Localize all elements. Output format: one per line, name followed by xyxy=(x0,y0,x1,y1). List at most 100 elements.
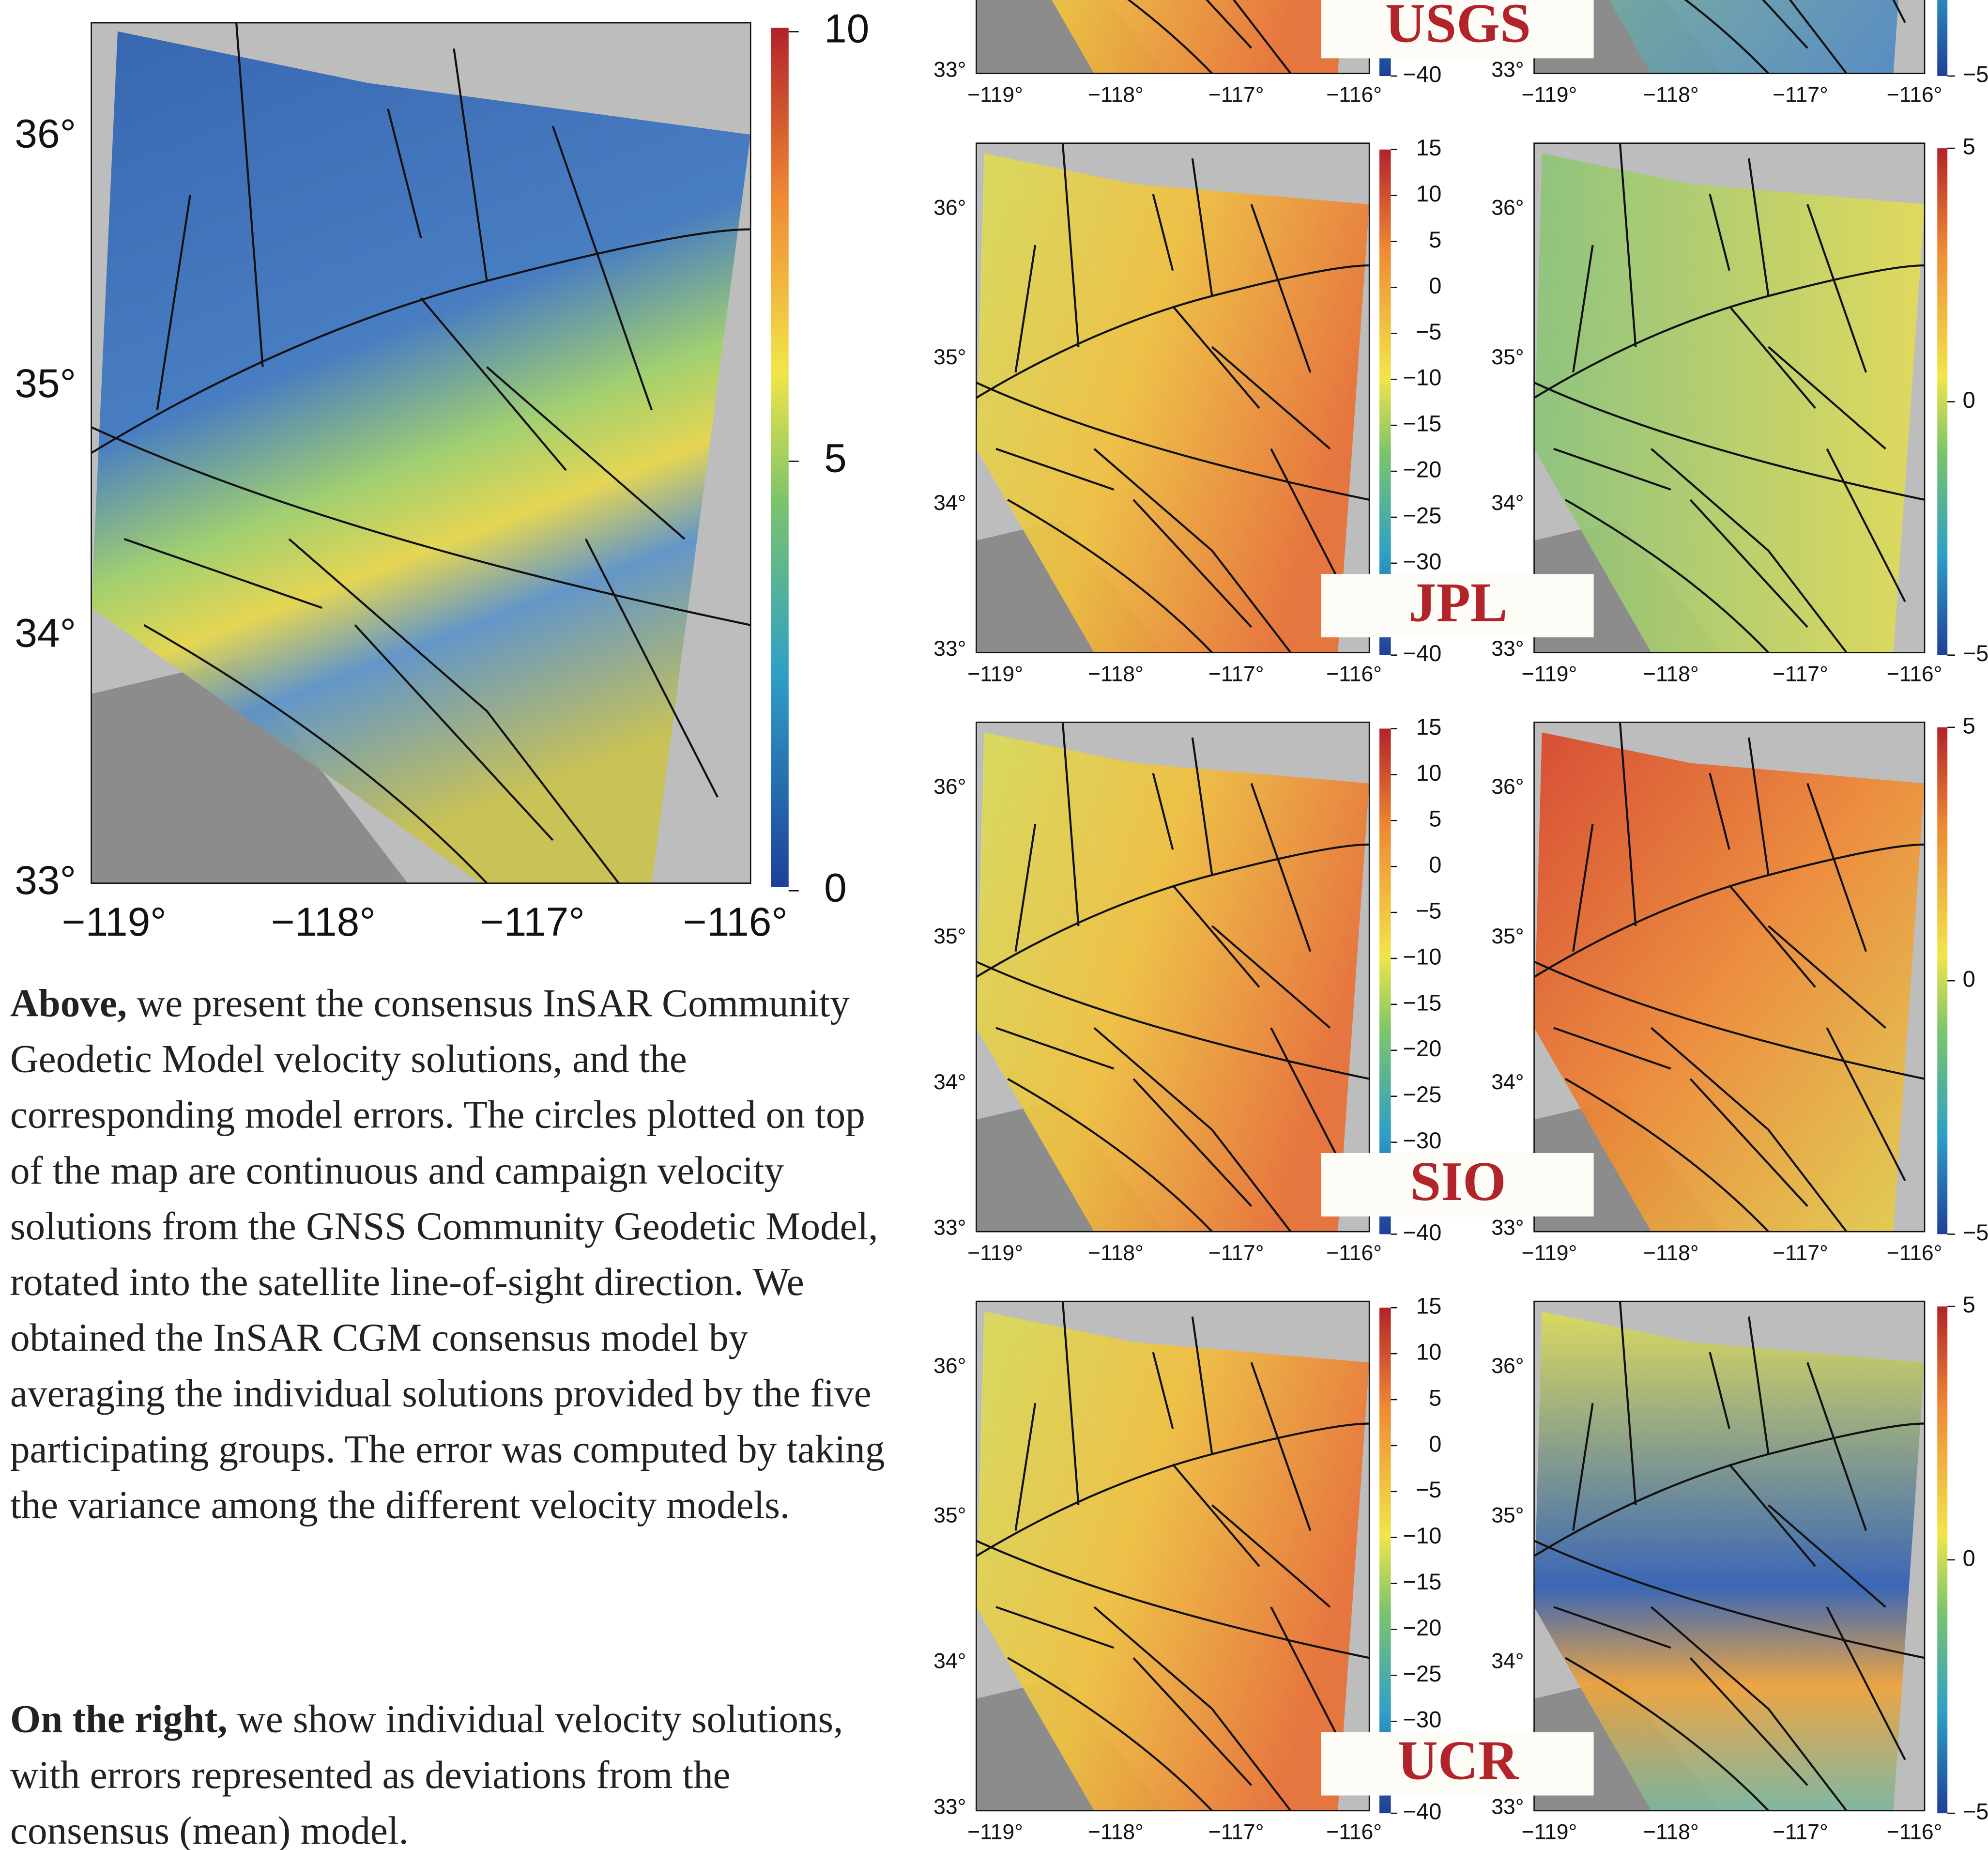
x-tick-label: −118° xyxy=(1088,1820,1144,1844)
colorbar-label: 0 xyxy=(1963,966,1975,992)
y-tick-label: 36° xyxy=(933,1354,966,1378)
x-tick-label: −116° xyxy=(1887,83,1942,107)
paragraph-lead: On the right, xyxy=(10,1696,228,1741)
colorbar-label: 15 xyxy=(1416,135,1441,160)
y-tick-label: 34° xyxy=(1491,491,1524,515)
y-tick-label: 34° xyxy=(1491,1070,1524,1094)
x-tick-label: −117° xyxy=(1208,1241,1264,1265)
x-tick-label: −117° xyxy=(1773,662,1828,686)
colorbar xyxy=(1937,727,1947,1234)
colorbar-label: −20 xyxy=(1403,457,1441,482)
x-tick-label: −116° xyxy=(1887,1820,1942,1844)
colorbar xyxy=(771,28,789,887)
y-tick-label: 35° xyxy=(1491,925,1524,948)
colorbar-label: −5 xyxy=(1963,640,1988,666)
colorbar-label: −5 xyxy=(1416,898,1442,924)
colorbar-label: −15 xyxy=(1403,1569,1441,1594)
colorbar xyxy=(1937,148,1947,655)
paragraph-body: we present the consensus InSAR Community… xyxy=(10,981,885,1527)
colorbar-label: 5 xyxy=(824,435,847,481)
colorbar-label: 15 xyxy=(1416,714,1441,740)
panel-label: UCR xyxy=(1398,1729,1519,1791)
x-tick-label: −117° xyxy=(480,899,585,944)
y-tick-label: 35° xyxy=(15,360,76,406)
y-tick-label: 35° xyxy=(933,345,966,369)
x-tick-label: −118° xyxy=(1088,1241,1144,1265)
y-tick-label: 35° xyxy=(1491,1504,1524,1527)
y-tick-label: 33° xyxy=(933,637,966,661)
colorbar-label: 5 xyxy=(1963,712,1975,738)
x-tick-label: −117° xyxy=(1773,1241,1828,1265)
x-tick-label: −117° xyxy=(1208,662,1264,686)
colorbar-label: −10 xyxy=(1403,365,1441,390)
panel-label: USGS xyxy=(1385,0,1531,54)
y-tick-label: 36° xyxy=(15,111,76,156)
colorbar-label: −5 xyxy=(1963,1219,1988,1245)
y-tick-label: 33° xyxy=(1491,637,1524,661)
colorbar-label: −10 xyxy=(1403,1523,1441,1548)
colorbar xyxy=(1937,1307,1947,1814)
colorbar-label: −20 xyxy=(1403,1615,1441,1640)
y-tick-label: 33° xyxy=(933,1216,966,1240)
colorbar-label: −5 xyxy=(1416,1477,1442,1502)
x-tick-label: −119° xyxy=(62,899,167,944)
map-figures: 36°35°34°33°−119°−118°−117°−116°105036°3… xyxy=(0,0,1988,1850)
panel-label: SIO xyxy=(1410,1150,1506,1212)
colorbar-label: 0 xyxy=(1963,1545,1975,1571)
x-tick-label: −119° xyxy=(1522,662,1577,686)
colorbar-label: 5 xyxy=(1429,1385,1441,1410)
y-tick-label: 33° xyxy=(15,857,76,903)
x-tick-label: −116° xyxy=(1326,1820,1382,1844)
map xyxy=(976,0,1369,74)
y-tick-label: 33° xyxy=(933,1795,966,1819)
colorbar-label: −30 xyxy=(1403,1707,1441,1732)
colorbar-label: 10 xyxy=(824,6,869,51)
colorbar-label: −20 xyxy=(1403,1035,1441,1061)
x-tick-label: −118° xyxy=(1643,1820,1699,1844)
colorbar-label: 10 xyxy=(1416,760,1441,786)
x-tick-label: −119° xyxy=(1522,1241,1577,1265)
x-tick-label: −116° xyxy=(683,899,788,944)
y-tick-label: 36° xyxy=(1491,1354,1524,1378)
colorbar-label: 0 xyxy=(1429,273,1441,298)
panel-label: JPL xyxy=(1408,571,1508,633)
map xyxy=(976,722,1369,1232)
y-tick-label: 33° xyxy=(1491,58,1524,81)
colorbar-label: −10 xyxy=(1403,943,1441,969)
x-tick-label: −116° xyxy=(1887,662,1942,686)
x-tick-label: −119° xyxy=(967,83,1023,107)
colorbar-label: 0 xyxy=(824,865,847,910)
x-tick-label: −118° xyxy=(271,899,376,944)
colorbar-label: 5 xyxy=(1429,806,1441,832)
y-tick-label: 35° xyxy=(1491,345,1524,369)
map xyxy=(976,143,1369,653)
x-tick-label: −117° xyxy=(1208,83,1264,107)
colorbar-label: −30 xyxy=(1403,1127,1441,1153)
x-tick-label: −119° xyxy=(967,1241,1023,1265)
y-tick-label: 36° xyxy=(1491,775,1524,799)
y-tick-label: 34° xyxy=(933,1070,966,1094)
x-tick-label: −116° xyxy=(1326,1241,1382,1265)
colorbar-label: 5 xyxy=(1963,1292,1975,1317)
colorbar-label: −25 xyxy=(1403,502,1441,528)
x-tick-label: −118° xyxy=(1643,1241,1699,1265)
colorbar-label: −15 xyxy=(1403,411,1441,436)
x-tick-label: −119° xyxy=(967,662,1023,686)
x-tick-label: −119° xyxy=(1522,1820,1577,1844)
colorbar-label: 10 xyxy=(1416,1339,1441,1365)
colorbar-label: −30 xyxy=(1403,548,1441,574)
y-tick-label: 33° xyxy=(1491,1216,1524,1240)
x-tick-label: −119° xyxy=(967,1820,1023,1844)
y-tick-label: 34° xyxy=(933,491,966,515)
colorbar-label: 15 xyxy=(1416,1293,1441,1319)
x-tick-label: −117° xyxy=(1773,1820,1828,1844)
colorbar-label: 0 xyxy=(1429,1431,1441,1456)
x-tick-label: −116° xyxy=(1326,662,1382,686)
map xyxy=(976,1301,1369,1811)
y-tick-label: 36° xyxy=(1491,196,1524,219)
colorbar-label: 0 xyxy=(1429,852,1441,878)
y-tick-label: 33° xyxy=(933,58,966,81)
x-tick-label: −116° xyxy=(1326,83,1382,107)
colorbar-label: −40 xyxy=(1403,1219,1441,1245)
colorbar-label: −25 xyxy=(1403,1661,1441,1686)
